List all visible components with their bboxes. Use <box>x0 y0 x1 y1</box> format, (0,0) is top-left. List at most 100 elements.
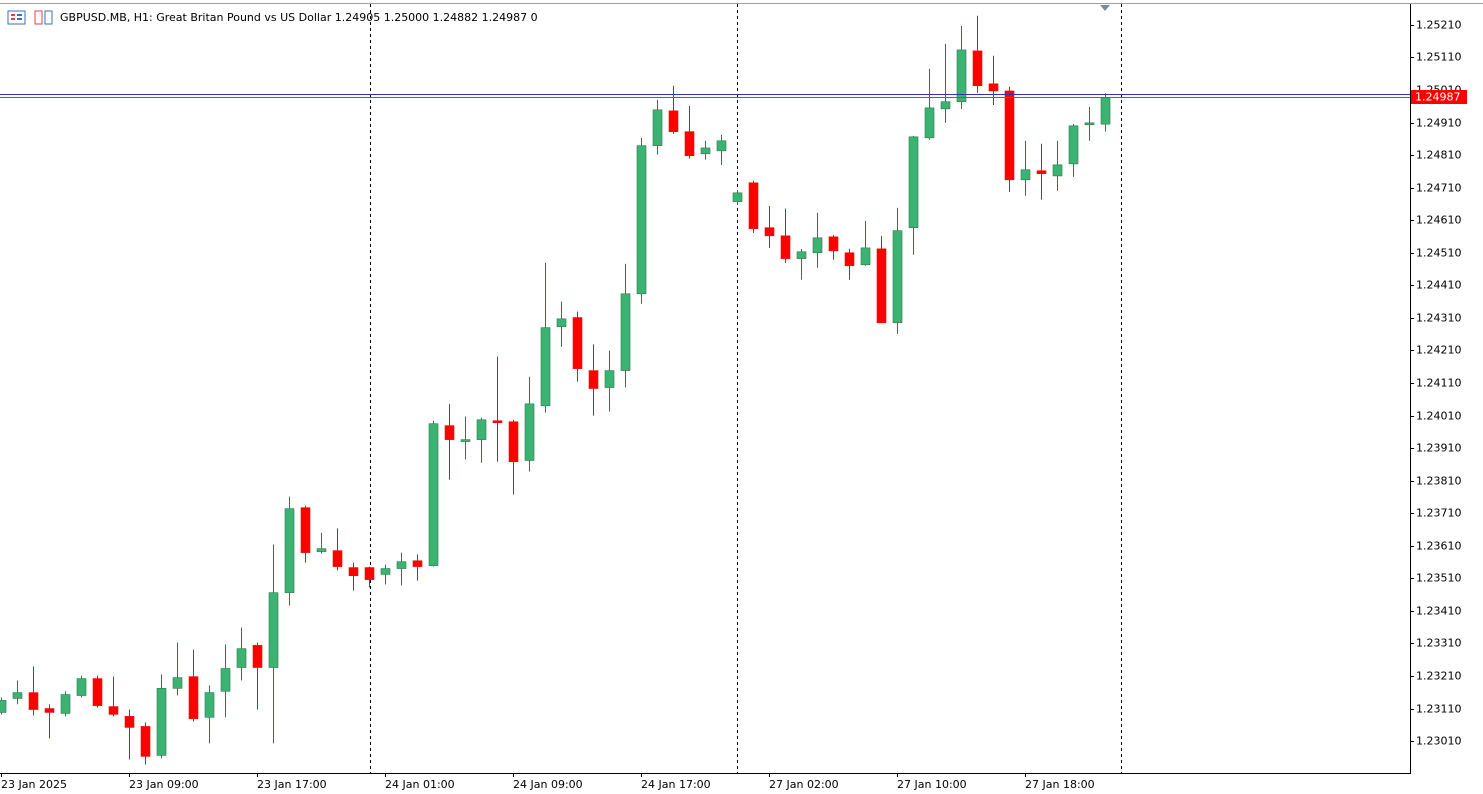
y-tick-label: 1.24910 <box>1416 117 1462 130</box>
y-tick-label: 1.23510 <box>1416 572 1462 585</box>
candle-body <box>28 692 39 710</box>
candle-body <box>700 147 711 155</box>
candle-body <box>108 706 119 715</box>
candle-body <box>636 145 647 295</box>
candle-body <box>780 235 791 259</box>
candle-body <box>92 678 103 706</box>
candle-body <box>988 83 999 92</box>
y-tick-label: 1.23310 <box>1416 637 1462 650</box>
last-price-label: 1.24987 <box>1415 91 1461 104</box>
shift-marker <box>1100 5 1110 11</box>
candle-body <box>76 678 87 696</box>
x-tick-label: 23 Jan 2025 <box>1 778 67 791</box>
candle-body <box>684 131 695 157</box>
candle-body <box>492 420 503 423</box>
candle-body <box>156 688 167 756</box>
candle-body <box>476 419 487 440</box>
y-tick-label: 1.23010 <box>1416 735 1462 748</box>
header-icons <box>7 10 53 25</box>
candle-body <box>444 425 455 440</box>
x-tick-label: 27 Jan 10:00 <box>897 778 967 791</box>
candle-body <box>204 692 215 718</box>
y-tick-label: 1.24210 <box>1416 344 1462 357</box>
candle-body <box>956 49 967 102</box>
candle-body <box>140 726 151 757</box>
candle-body <box>508 421 519 463</box>
y-tick-label: 1.23710 <box>1416 507 1462 520</box>
candle-body <box>12 692 23 699</box>
y-tick-label: 1.23410 <box>1416 605 1462 618</box>
y-tick-label: 1.24010 <box>1416 410 1462 423</box>
x-tick-label: 27 Jan 02:00 <box>769 778 839 791</box>
candle-body <box>732 192 743 202</box>
candle-body <box>284 508 295 593</box>
candle-body <box>556 318 567 327</box>
y-tick-label: 1.23810 <box>1416 475 1462 488</box>
candle-body <box>716 140 727 152</box>
x-tick-label: 24 Jan 01:00 <box>385 778 455 791</box>
candle-body <box>412 560 423 567</box>
candle-body <box>1004 90 1015 181</box>
candle-body <box>572 317 583 369</box>
candle-body <box>828 236 839 252</box>
candle-body <box>668 110 679 132</box>
candle-body <box>188 676 199 719</box>
candle-body <box>60 694 71 714</box>
candle-body <box>172 677 183 689</box>
candle-body <box>0 700 7 713</box>
candle-body <box>316 548 327 552</box>
y-tick-label: 1.24510 <box>1416 247 1462 260</box>
candle-body <box>812 237 823 254</box>
candle-body <box>44 708 55 713</box>
candle-body <box>364 567 375 580</box>
candle-body <box>124 716 135 728</box>
candle-body <box>1036 170 1047 174</box>
y-tick-label: 1.24310 <box>1416 312 1462 325</box>
candle-body <box>1052 164 1063 177</box>
y-tick-label: 1.24110 <box>1416 377 1462 390</box>
candle-body <box>972 50 983 87</box>
y-tick-label: 1.25210 <box>1416 19 1462 32</box>
candle-body <box>220 668 231 692</box>
candle-body <box>876 248 887 324</box>
candle-body <box>1084 122 1095 126</box>
candle-body <box>524 403 535 461</box>
candle-body <box>892 230 903 324</box>
candle-body <box>604 370 615 388</box>
candle-body <box>860 247 871 266</box>
candle-body <box>348 567 359 577</box>
candle-body <box>940 101 951 110</box>
candle-body <box>332 550 343 567</box>
candle-body <box>588 370 599 389</box>
candle-body <box>300 507 311 553</box>
chart-title: GBPUSD.MB, H1: Great Britan Pound vs US … <box>60 11 538 24</box>
candle-body <box>796 251 807 259</box>
y-tick-label: 1.25110 <box>1416 51 1462 64</box>
y-tick-label: 1.24710 <box>1416 182 1462 195</box>
y-tick-label: 1.24810 <box>1416 149 1462 162</box>
candle-body <box>380 568 391 575</box>
candle-body <box>748 182 759 229</box>
y-tick-label: 1.23610 <box>1416 540 1462 553</box>
candle-body <box>1100 97 1111 125</box>
candle-body <box>236 648 247 668</box>
y-tick-label: 1.23110 <box>1416 703 1462 716</box>
candle-body <box>1020 169 1031 181</box>
candle-body <box>396 561 407 569</box>
x-tick-label: 24 Jan 09:00 <box>513 778 583 791</box>
candle-body <box>908 136 919 228</box>
candle-body <box>620 293 631 371</box>
x-tick-label: 24 Jan 17:00 <box>641 778 711 791</box>
candle-body <box>924 107 935 139</box>
y-tick-label: 1.24410 <box>1416 279 1462 292</box>
last-price-box <box>1411 90 1467 104</box>
y-tick-label: 1.23910 <box>1416 442 1462 455</box>
y-tick-label: 1.24610 <box>1416 214 1462 227</box>
x-tick-label: 27 Jan 18:00 <box>1025 778 1095 791</box>
plot-area <box>0 15 1111 765</box>
candle-body <box>268 592 279 668</box>
candle-body <box>652 109 663 146</box>
y-tick-label: 1.23210 <box>1416 670 1462 683</box>
x-tick-label: 23 Jan 09:00 <box>129 778 199 791</box>
